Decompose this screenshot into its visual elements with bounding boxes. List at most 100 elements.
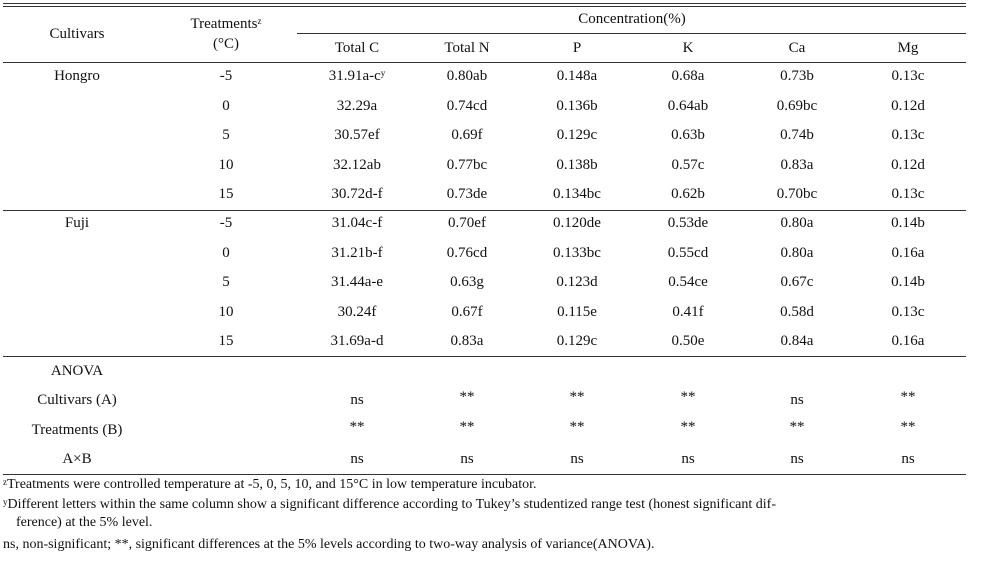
table-cell: 31.21b-f — [331, 244, 383, 261]
table-cell: 0.67c — [780, 274, 814, 290]
table-cell: 0.123d — [556, 274, 598, 290]
treatment-cell: 15 — [218, 186, 234, 202]
table-cell: 0.74cd — [446, 97, 488, 114]
column-header-p: P — [572, 40, 582, 56]
cultivar-label: Hongro — [54, 68, 100, 84]
table-cell: 0.77bc — [446, 156, 488, 173]
table-cell: 0.73b — [780, 68, 814, 84]
anova-cell: ns — [570, 451, 584, 467]
table-cell: 0.63g — [450, 274, 484, 290]
anova-cell: ns — [681, 451, 695, 467]
table-cell: 0.136b — [556, 97, 598, 114]
table-cell: 0.129c — [556, 127, 598, 143]
table-cell: 0.80a — [780, 244, 814, 261]
table-cell: 0.120de — [553, 215, 601, 231]
treatment-cell: -5 — [219, 215, 233, 231]
table-cell: 31.69a-d — [330, 333, 384, 349]
footnote-marker: y — [380, 68, 386, 78]
anova-divider-rule — [3, 356, 966, 357]
table-cell: 30.57ef — [334, 127, 380, 143]
table-cell: 0.133bc — [553, 244, 601, 261]
column-header-k: K — [682, 40, 694, 56]
treatment-cell: 15 — [218, 333, 234, 349]
table-cell: 0.16a — [891, 333, 925, 349]
treatment-cell: 10 — [218, 303, 234, 320]
table-cell: 0.84a — [780, 333, 814, 349]
treatments-header: Treatmentsz — [190, 16, 262, 32]
anova-cell: ** — [900, 389, 916, 405]
table-cell: 0.70bc — [776, 186, 818, 202]
table-cell: 0.13c — [891, 186, 925, 202]
table-cell: 0.14b — [891, 274, 925, 290]
treatment-cell: 0 — [222, 97, 230, 114]
table-cell: 31.91a-cy — [328, 68, 386, 84]
table-cell: 30.24f — [337, 303, 377, 320]
concentration-header: Concentration(%) — [578, 11, 686, 27]
table-cell: 0.58d — [780, 303, 814, 320]
treatment-cell: 10 — [218, 156, 234, 173]
anova-cell: ** — [349, 418, 365, 435]
table-cell: 0.67f — [451, 303, 483, 320]
table-bottom-rule — [3, 474, 966, 475]
table-cell: 0.83a — [450, 333, 484, 349]
table-cell: 0.83a — [780, 156, 814, 173]
table-cell: 0.73de — [446, 186, 488, 202]
anova-cell: ** — [900, 418, 916, 435]
anova-cell: ** — [569, 389, 585, 405]
anova-cell: ns — [790, 451, 804, 467]
anova-cell: ns — [460, 451, 474, 467]
table-cell: 32.12ab — [333, 156, 381, 173]
table-cell: 0.62b — [671, 186, 705, 202]
table-cell: 0.134bc — [553, 186, 601, 202]
cultivar-label: Fuji — [64, 215, 90, 231]
anova-row-label: A×B — [62, 451, 92, 467]
column-header-total-n: Total N — [444, 40, 490, 56]
table-cell: 0.50e — [671, 333, 705, 349]
table-cell: 0.55cd — [667, 244, 709, 261]
table-cell: 0.12d — [891, 156, 925, 173]
table-cell: 0.12d — [891, 97, 925, 114]
table-cell: 0.16a — [891, 244, 925, 261]
table-cell: 0.70ef — [448, 215, 486, 231]
table-cell: 30.72d-f — [331, 186, 383, 202]
table-cell: 0.148a — [556, 68, 598, 84]
table-cell: 0.138b — [556, 156, 598, 173]
anova-title: ANOVA — [50, 363, 104, 379]
anova-cell: ** — [569, 418, 585, 435]
anova-row-label: Cultivars (A) — [37, 392, 117, 408]
anova-cell: ** — [680, 418, 696, 435]
anova-cell: ** — [459, 389, 475, 405]
header-bottom-rule — [3, 62, 966, 63]
anova-cell: ** — [680, 389, 696, 405]
table-cell: 0.69f — [451, 127, 483, 143]
treatment-cell: 5 — [222, 127, 230, 143]
anova-cell: ns — [350, 392, 364, 408]
table-cell: 0.68a — [671, 68, 705, 84]
treatments-unit: (°C) — [213, 36, 239, 52]
group-divider-rule — [3, 210, 966, 211]
table-cell: 0.74b — [780, 127, 814, 143]
table-cell: 0.41f — [672, 303, 704, 320]
table-cell: 0.129c — [556, 333, 598, 349]
table-cell: 0.13c — [891, 68, 925, 84]
anova-cell: ** — [789, 418, 805, 435]
table-cell: 0.63b — [671, 127, 705, 143]
column-header-total-c: Total C — [334, 40, 380, 56]
anova-cell: ns — [901, 451, 915, 467]
column-header-ca: Ca — [788, 40, 806, 56]
anova-cell: ns — [790, 392, 804, 408]
table-cell: 0.115e — [557, 303, 597, 320]
table-top-rule — [3, 3, 966, 4]
footnote-z: zTreatments were controlled temperature … — [3, 477, 537, 492]
cultivars-header: Cultivars — [49, 26, 105, 42]
table-cell: 32.29a — [336, 97, 378, 114]
anova-cell: ns — [350, 451, 364, 467]
anova-row-label: Treatments (B) — [31, 421, 123, 438]
treatment-cell: 5 — [222, 274, 230, 290]
table-cell: 0.76cd — [446, 244, 488, 261]
footnote-ns: ns, non-significant; **, significant dif… — [3, 537, 655, 552]
table-cell: 31.44a-e — [330, 274, 384, 290]
treatment-cell: 0 — [222, 244, 230, 261]
table-cell: 0.53de — [667, 215, 709, 231]
